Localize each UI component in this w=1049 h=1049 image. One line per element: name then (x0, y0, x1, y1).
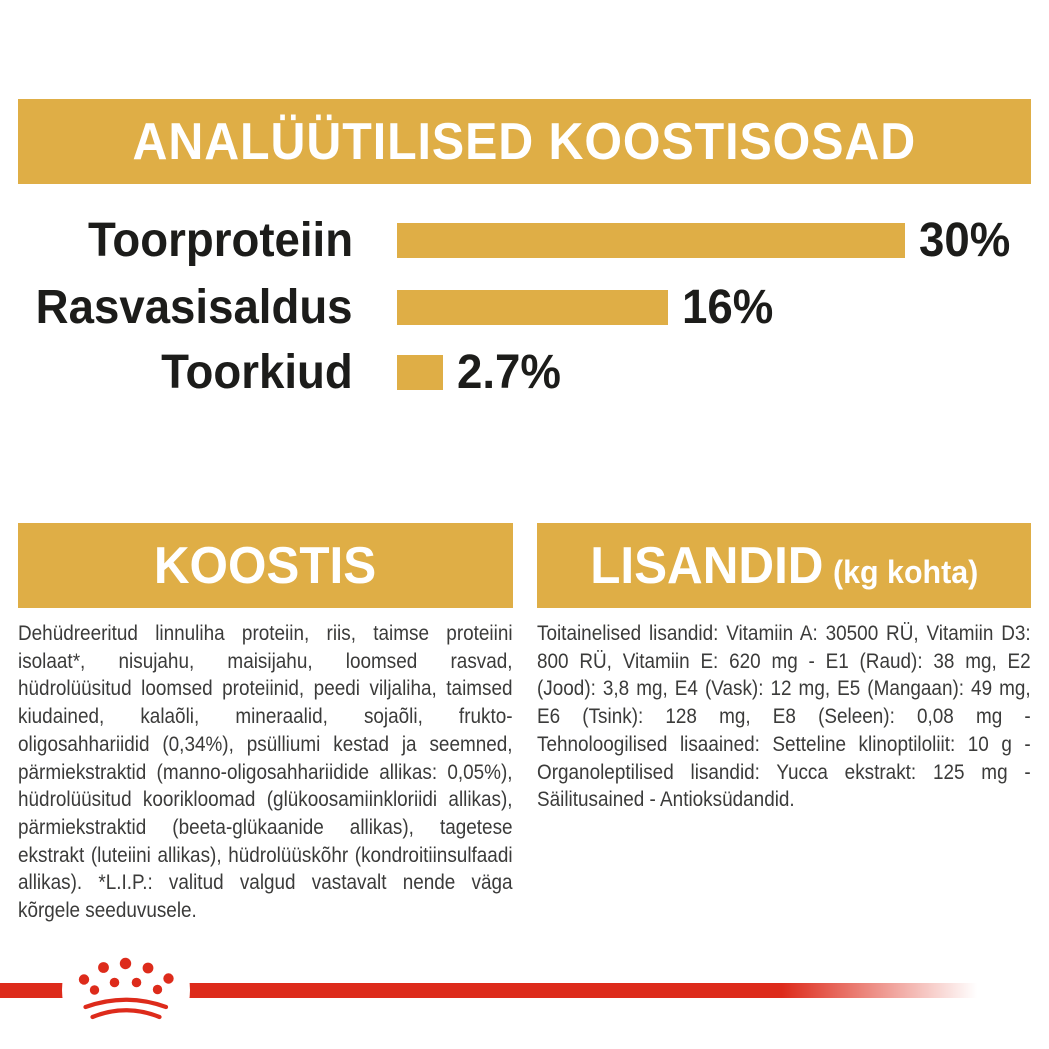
additives-text: Toitainelised lisandid: Vitamiin A: 3050… (537, 621, 1031, 812)
crown-logo-svg (62, 926, 190, 1049)
chart-value-label: 16% (682, 280, 774, 334)
red-divider-line (0, 983, 977, 998)
additives-title-group: LISANDID (kg kohta) (590, 540, 978, 592)
composition-text: Dehüdreeritud linnuliha proteiin, riis, … (18, 621, 513, 923)
additives-title-suffix: (kg kohta) (832, 553, 979, 590)
chart-bar (397, 355, 443, 390)
chart-category-label: Toorproteiin (87, 213, 353, 267)
chart-value-label: 2.7% (457, 345, 561, 399)
chart-bar (397, 223, 905, 258)
analytical-constituents-header: ANALÜÜTILISED KOOSTISOSAD (18, 99, 1031, 184)
royal-canin-crown-icon (0, 926, 260, 1049)
chart-bar (397, 290, 668, 325)
composition-body: Dehüdreeritud linnuliha proteiin, riis, … (18, 620, 513, 925)
chart-row: Toorkiud 2.7% (0, 348, 1049, 396)
additives-title: LISANDID (589, 536, 824, 595)
nutrition-bar-chart: Toorproteiin 30% Rasvasisaldus 16% Toork… (0, 0, 1049, 420)
chart-category-label: Rasvasisaldus (36, 280, 353, 334)
chart-row: Toorproteiin 30% (0, 216, 1049, 264)
chart-value-label: 30% (919, 213, 1011, 267)
page-title: ANALÜÜTILISED KOOSTISOSAD (132, 112, 917, 171)
chart-category-label: Toorkiud (161, 345, 353, 399)
additives-body: Toitainelised lisandid: Vitamiin A: 3050… (537, 620, 1031, 814)
chart-row: Rasvasisaldus 16% (0, 283, 1049, 331)
composition-section-header: KOOSTIS (18, 523, 513, 608)
composition-title: KOOSTIS (154, 536, 377, 595)
additives-section-header: LISANDID (kg kohta) (537, 523, 1031, 608)
